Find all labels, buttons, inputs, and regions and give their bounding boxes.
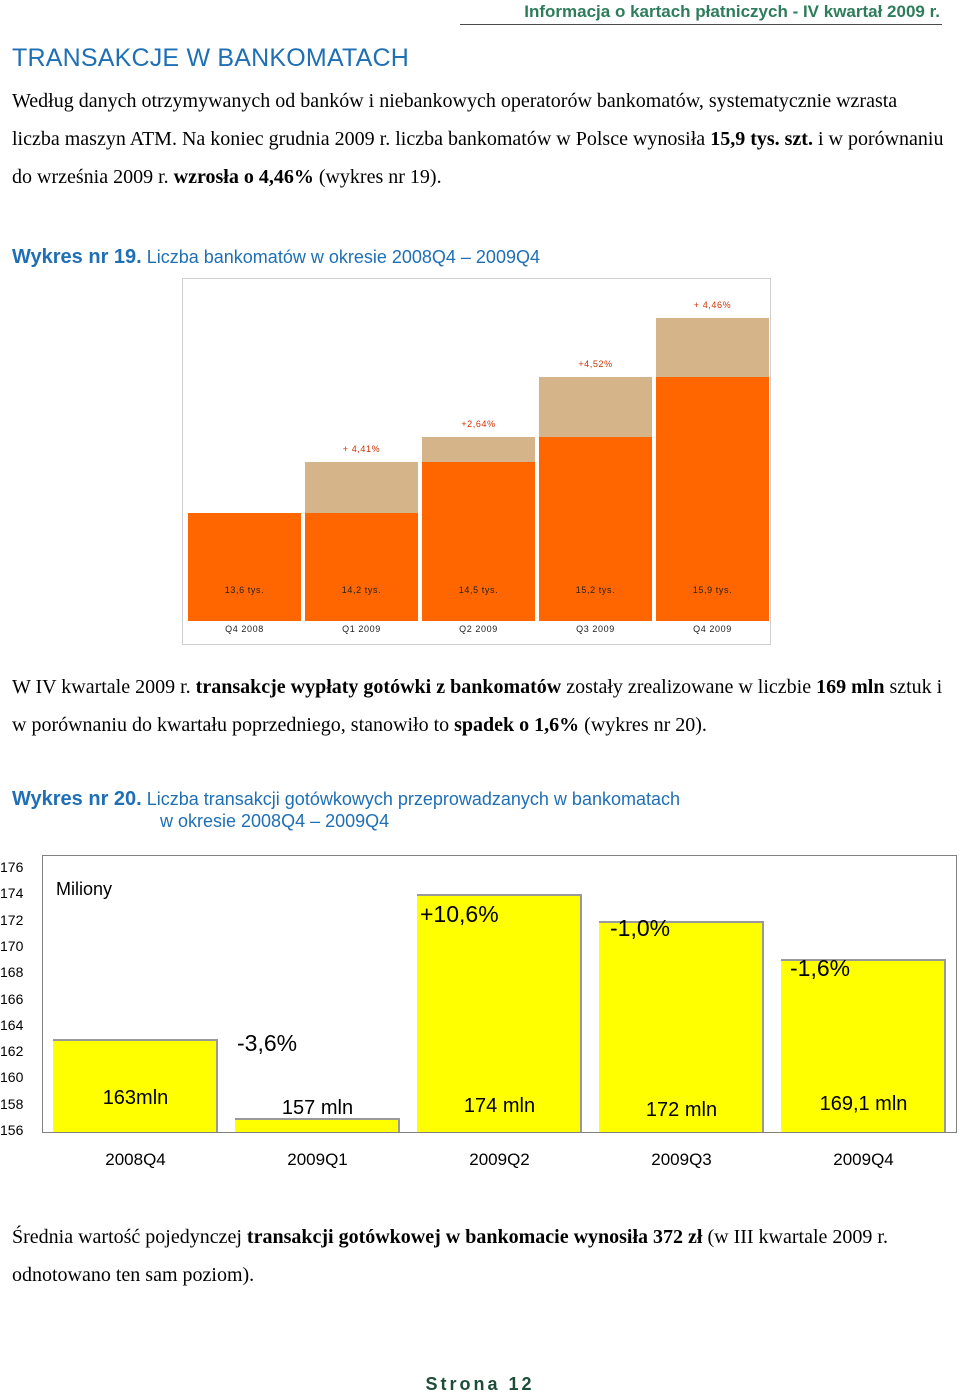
chart19-bar-growth <box>422 436 535 463</box>
chart19-category-label: Q4 2008 <box>225 624 264 634</box>
chart20-change-label: -1,0% <box>610 915 671 941</box>
chart20-y-tick: 176 <box>0 859 24 875</box>
chart20-category-label: 2008Q4 <box>105 1150 166 1169</box>
chart20-category-label: 2009Q2 <box>469 1150 530 1169</box>
chart19-frame <box>182 278 771 645</box>
chart20-bar <box>599 920 764 1132</box>
chart20-value-label: 174 mln <box>463 1095 536 1117</box>
chart20-frame <box>42 855 957 1133</box>
para2-bold-3: spadek o 1,6% <box>454 714 580 736</box>
chart20-value-label: 169,1 mln <box>819 1093 908 1115</box>
chart20-title: Liczba transakcji gotówkowych przeprowad… <box>146 789 681 809</box>
chart19-growth-label: + 4,46% <box>693 299 732 310</box>
chart19-category-label: Q4 2009 <box>693 624 732 634</box>
chart19-growth-label: + 4,41% <box>342 444 381 455</box>
chart20-value-label: 157 mln <box>281 1097 354 1119</box>
chart20-y-tick: 174 <box>0 885 24 902</box>
chart19-bar-base <box>305 513 418 621</box>
paragraph-atm-count: Według danych otrzymywanych od banków i … <box>12 82 947 196</box>
chart19-category-label: Q3 2009 <box>576 624 615 634</box>
header-divider <box>460 24 942 25</box>
chart19-number: Wykres nr 19. <box>12 246 142 268</box>
chart20-category-label: 2009Q3 <box>651 1150 712 1169</box>
chart20-cash-transactions: Miliony 176 174 172 170 168 166 164 162 160 158 15… <box>0 855 960 1175</box>
chart19-heading: Wykres nr 19. Liczba bankomatów w okresi… <box>12 246 540 269</box>
chart19-bar-base <box>539 436 652 621</box>
para1-text-2: i w porównaniu do września 2009 r. <box>12 128 944 188</box>
chart19-bar-base <box>656 377 769 621</box>
chart19-bar-base <box>422 462 535 621</box>
chart19-title: Liczba bankomatów w okresie 2008Q4 – 200… <box>146 247 540 267</box>
page-number: Strona 12 <box>425 1374 535 1394</box>
chart19-value-label: 15,2 tys. <box>575 585 616 595</box>
para2-text-3: sztuk i w porównaniu do kwartału poprzed… <box>12 676 943 736</box>
chart20-change-label: -3,6% <box>237 1030 298 1056</box>
section-title: TRANSAKCJE W BANKOMATACH <box>12 44 409 72</box>
chart19-category-label: Q1 2009 <box>342 624 381 634</box>
chart20-y-tick: 156 <box>0 1122 24 1138</box>
chart20-number: Wykres nr 20. <box>12 788 142 810</box>
chart20-bar <box>417 894 582 1132</box>
chart19-bar-growth <box>656 317 769 378</box>
chart19-value-label: 14,2 tys. <box>341 585 382 595</box>
chart19-growth-label: +4,52% <box>578 359 613 370</box>
chart19-bar-growth <box>539 377 652 437</box>
chart20-y-tick: 164 <box>0 1016 24 1033</box>
chart19-atm-count: 13,6 tys. Q4 2008 + 4,41% 14,2 tys. Q1 2009 +… <box>182 278 772 646</box>
paragraph-average-value: Średnia wartość pojedynczej transakcji g… <box>12 1218 947 1294</box>
chart20-y-tick: 170 <box>0 937 24 954</box>
para1-bold-1: 15,9 tys. szt. <box>710 128 813 150</box>
chart20-value-label: 163mln <box>102 1087 169 1109</box>
para2-text-2: zostały zrealizowane w liczbie <box>561 676 817 698</box>
para1-text-3: (wykres nr 19). <box>313 166 442 188</box>
chart19-growth-label: +2,64% <box>461 418 496 429</box>
chart20-change-label: +10,6% <box>420 901 499 927</box>
chart19-category-label: Q2 2009 <box>459 624 498 634</box>
chart20-value-label: 172 mln <box>645 1099 718 1121</box>
chart20-y-tick: 162 <box>0 1043 24 1060</box>
page-header-title: Informacja o kartach płatniczych - IV kw… <box>524 2 940 21</box>
paragraph-withdrawals: W IV kwartale 2009 r. transakcje wypłaty… <box>12 668 947 744</box>
chart20-subtitle: w okresie 2008Q4 – 2009Q4 <box>160 811 390 831</box>
chart19-bar-base <box>188 513 301 621</box>
chart20-bar <box>53 1038 218 1132</box>
chart20-y-tick: 158 <box>0 1095 24 1112</box>
chart20-change-label: -1,6% <box>790 955 851 981</box>
chart19-value-label: 14,5 tys. <box>458 585 499 595</box>
chart19-bar-growth <box>305 462 418 514</box>
para2-text-4: (wykres nr 20). <box>579 714 707 736</box>
chart20-bar <box>235 1117 400 1132</box>
para3-text-2: (w III kwartale 2009 r. odnotowano ten s… <box>12 1226 888 1286</box>
para3-bold-1: transakcji gotówkowej w bankomacie wynos… <box>246 1226 703 1248</box>
para1-bold-2: wzrosła o 4,46% <box>173 166 314 188</box>
chart20-heading: Wykres nr 20. Liczba transakcji gotówkow… <box>12 788 680 832</box>
para3-text-1: Średnia wartość pojedynczej <box>12 1226 247 1248</box>
chart20-y-tick: 172 <box>0 911 24 928</box>
para2-text-1: W IV kwartale 2009 r. <box>12 676 196 698</box>
chart20-y-tick: 160 <box>0 1069 24 1086</box>
chart20-y-tick: 168 <box>0 964 24 981</box>
chart20-unit-label: Miliony <box>56 879 113 899</box>
chart19-value-label: 13,6 tys. <box>224 585 265 595</box>
para2-bold-2: 169 mln <box>816 676 885 698</box>
para1-text-1: Według danych otrzymywanych od banków i … <box>12 90 898 150</box>
chart20-category-label: 2009Q1 <box>287 1150 348 1169</box>
chart19-value-label: 15,9 tys. <box>692 585 733 595</box>
chart20-y-tick: 166 <box>0 990 24 1007</box>
para2-bold-1: transakcje wypłaty gotówki z bankomatów <box>195 676 562 698</box>
chart20-category-label: 2009Q4 <box>833 1150 894 1169</box>
chart20-bar <box>781 958 946 1132</box>
